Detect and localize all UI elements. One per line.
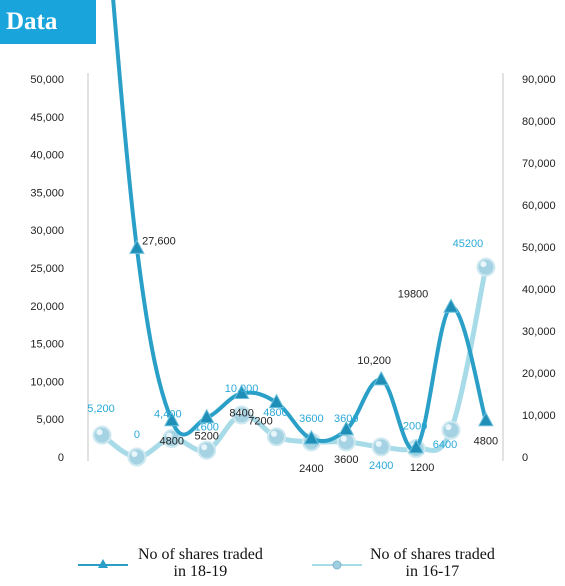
legend-item-series-2: No of shares traded in 16-17 [312,543,495,583]
series-16-17-data-label: 4,400 [154,409,182,421]
series-16-17-point [127,447,147,467]
right-axis-tick-label: 60,000 [522,200,556,212]
series-16-17-data-label: 0 [134,429,140,441]
series-16-17-point-highlight [445,424,452,431]
right-axis-tick-label: 30,000 [522,326,556,338]
series-16-17-point [197,440,217,460]
series-18-19-point [129,239,145,254]
series-18-19-point [233,384,250,399]
series-16-17-data-label: 6400 [433,439,457,451]
series-18-19-point [198,408,215,424]
left-axis-tick-label: 40,000 [30,150,64,162]
series-18-19-point [338,420,355,436]
series-18-19-data-label: 27,600 [142,235,176,247]
right-axis-tick-label: 90,000 [522,74,556,86]
series-18-19-data-label: 3600 [334,454,358,466]
series-18-19-data-label: 2400 [299,463,323,475]
series-18-19-data-label: 4800 [474,436,498,448]
series-16-17-point-highlight [96,429,103,436]
series-18-19-point [303,429,320,445]
series-16-17-point-highlight [236,409,243,415]
right-axis-tick-label: 40,000 [522,284,556,296]
series-16-17-data-label: 2000 [403,421,427,433]
series-16-17-data-label: 4800 [263,407,287,419]
series-16-17-point [441,420,461,440]
legend-label-1-line2: in 18-19 [173,563,228,580]
left-axis-tick-label: 35,000 [30,187,64,199]
series-16-17-point [267,427,286,447]
legend-triangle-line-icon [78,559,128,568]
series-16-17-point-highlight [166,432,173,439]
series-16-17-line [99,264,489,460]
left-axis-tick-label: 20,000 [30,301,64,313]
series-16-17-data-label: 10,000 [225,383,259,395]
left-axis-tick-label: 5,000 [36,414,64,426]
series-18-19-data-label: 1200 [410,462,434,474]
series-16-17-data-label: 5,200 [87,403,115,415]
legend-label-2-line2: in 16-17 [405,563,460,580]
chart-title: Data [0,0,96,44]
series-18-19-data-label: 7200 [248,416,272,428]
right-axis-tick-label: 70,000 [522,158,556,170]
legend-item-series-1: No of shares traded in 18-19 [78,543,263,583]
right-axis-tick-label: 50,000 [522,242,556,254]
series-16-17-point [92,425,112,445]
series-16-17-data-label: 2400 [369,460,393,472]
left-axis-tick-label: 30,000 [30,225,64,237]
series-18-19-data-label: 10,200 [357,355,391,367]
series-18-19-point [478,411,494,427]
series-18-19-data-label: 8400 [229,407,253,419]
combo-line-chart: 0 5,000 10,000 15,000 20,000 25,000 30,000 35,0… [30,0,556,475]
series-18-19-data-label: 4800 [160,436,184,448]
series-18-19-point [163,411,180,427]
series-18-19-point [408,438,424,454]
left-axis-tick-label: 0 [58,452,64,464]
series-16-17-point-highlight [480,261,487,268]
right-axis-tick-label: 0 [522,452,528,464]
legend-circle-line-icon [312,560,362,570]
series-16-17-data-label: 45200 [453,238,484,250]
left-axis-tick-label: 25,000 [30,263,64,275]
series-16-17-data-label: 1600 [194,421,218,433]
series-16-17-point-highlight [375,440,382,447]
series-16-17-data-label: 3600 [299,413,323,425]
right-axis-tick-label: 20,000 [522,368,556,380]
right-axis-tick-label: 80,000 [522,116,556,128]
series-18-19-line [111,0,488,452]
left-axis-tick-label: 10,000 [30,376,64,388]
right-axis-tick-label: 10,000 [522,410,556,422]
series-16-17-point-highlight [131,451,138,457]
left-axis-tick-label: 15,000 [30,339,64,351]
series-16-17-point-highlight [201,444,208,451]
series-16-17-point-highlight [340,435,347,442]
series-18-19-data-label: 5200 [194,431,218,443]
series-16-17-point [371,437,391,457]
series-18-19-data-label: 19800 [398,288,429,300]
series-18-19-point [443,298,459,313]
legend-label-2-line1: No of shares traded [370,546,495,563]
series-18-19-point [373,370,390,386]
series-16-17-data-label: 3600 [334,413,358,425]
series-16-17-point [476,257,496,277]
series-16-17-point-highlight [271,430,277,437]
series-18-19-point [268,393,285,409]
legend-label-1-line1: No of shares traded [138,546,263,563]
left-axis-tick-label: 50,000 [30,74,64,86]
left-axis-tick-label: 45,000 [30,112,64,124]
